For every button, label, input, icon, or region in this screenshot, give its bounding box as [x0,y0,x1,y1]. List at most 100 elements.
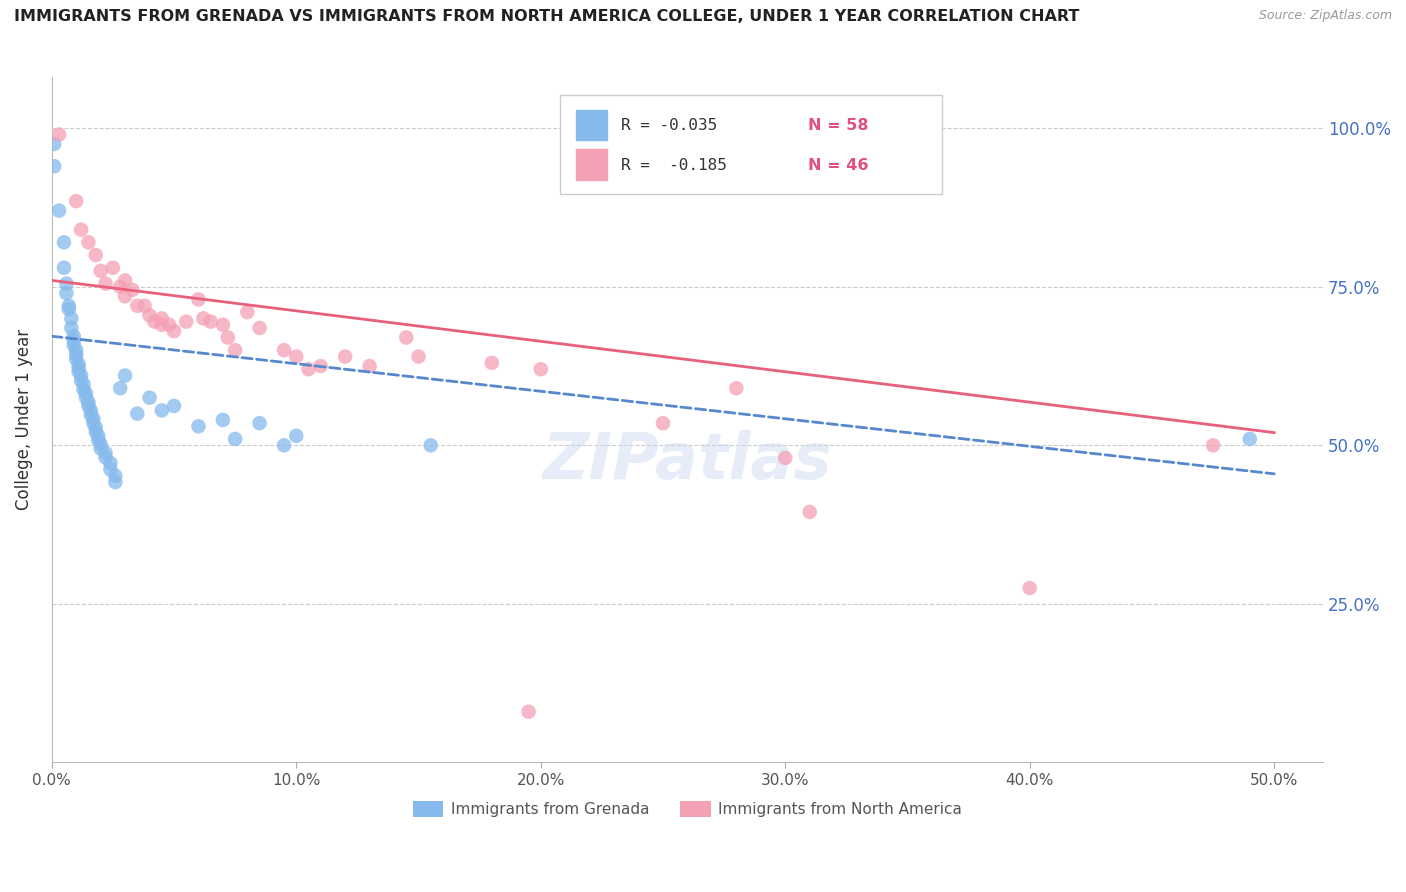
Text: ZIPatlas: ZIPatlas [543,430,832,492]
Text: IMMIGRANTS FROM GRENADA VS IMMIGRANTS FROM NORTH AMERICA COLLEGE, UNDER 1 YEAR C: IMMIGRANTS FROM GRENADA VS IMMIGRANTS FR… [14,9,1080,24]
Point [138,391,160,405]
Point [150,311,173,326]
Point [65,194,87,208]
Point [80,408,103,422]
Point [285,350,308,364]
Point [65,343,87,358]
Point [67,365,90,379]
Point [517,705,540,719]
Point [212,318,235,332]
Point [134,299,156,313]
Point [217,330,239,344]
Point [48,128,70,142]
Point [90,437,112,451]
Point [72,377,94,392]
Point [163,399,186,413]
Point [249,416,271,430]
Point [55,286,77,301]
Point [1202,438,1225,452]
Point [70,222,93,236]
Point [70,368,93,383]
FancyBboxPatch shape [561,95,942,194]
Point [530,362,553,376]
Point [70,374,93,388]
Point [58,301,80,316]
Point [101,260,124,275]
Point [333,350,356,364]
Point [90,264,112,278]
Point [187,293,209,307]
Point [481,356,503,370]
Point [72,383,94,397]
Point [108,381,131,395]
Point [67,357,90,371]
Point [359,359,381,373]
Point [80,403,103,417]
Point [725,381,748,395]
Point [224,432,246,446]
Point [187,419,209,434]
Point [44,136,66,151]
Text: N = 46: N = 46 [808,158,869,173]
Point [309,359,332,373]
Bar [575,110,607,140]
Point [75,386,97,401]
Point [65,352,87,367]
Point [1239,432,1261,446]
Point [121,283,143,297]
Point [100,462,122,476]
Point [53,260,76,275]
Point [419,438,441,452]
Point [104,468,127,483]
Text: N = 58: N = 58 [808,118,869,133]
Point [55,277,77,291]
Point [193,311,215,326]
Point [94,450,117,465]
Point [138,308,160,322]
Text: R = -0.035: R = -0.035 [621,118,717,133]
Point [82,411,104,425]
Point [90,442,112,456]
Point [82,416,104,430]
Y-axis label: College, Under 1 year: College, Under 1 year [15,329,32,510]
Point [652,416,675,430]
Bar [575,149,607,180]
Point [174,315,197,329]
Point [773,450,796,465]
Point [163,324,186,338]
Point [224,343,246,358]
Point [143,315,166,329]
Point [62,329,84,343]
Point [87,434,110,448]
Point [60,311,83,326]
Point [48,203,70,218]
Point [77,235,100,250]
Point [60,321,83,335]
Point [65,348,87,362]
Point [58,299,80,313]
Point [273,438,295,452]
Point [108,279,131,293]
Point [62,338,84,352]
Text: Source: ZipAtlas.com: Source: ZipAtlas.com [1258,9,1392,22]
Point [84,248,107,262]
Point [84,425,107,439]
Point [273,343,295,358]
Point [104,475,127,489]
Point [249,321,271,335]
Point [150,403,173,417]
Point [285,429,308,443]
Point [94,277,117,291]
Point [114,368,136,383]
Point [200,315,222,329]
Point [297,362,319,376]
Point [114,273,136,287]
Legend: Immigrants from Grenada, Immigrants from North America: Immigrants from Grenada, Immigrants from… [406,795,969,823]
Point [87,429,110,443]
Point [44,159,66,173]
Point [1018,581,1040,595]
Point [157,318,180,332]
Point [77,399,100,413]
Point [212,413,235,427]
Point [62,334,84,348]
